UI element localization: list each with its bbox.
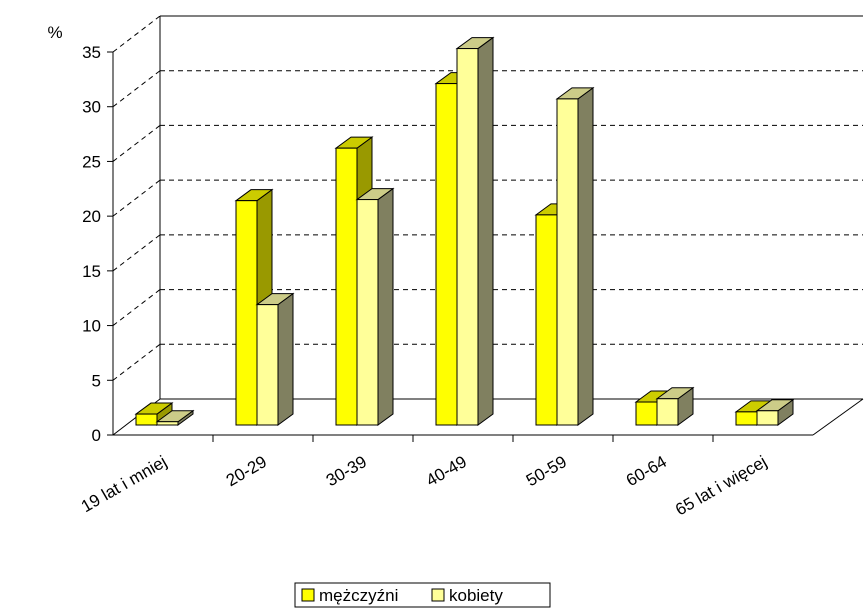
y-tick-label: 20 [82, 207, 101, 226]
legend-swatch [301, 588, 315, 602]
x-tick-label: 40-49 [423, 452, 470, 490]
legend-label: kobiety [449, 586, 503, 605]
x-tick-label: 19 lat i mniej [78, 452, 170, 516]
bar-front [535, 214, 558, 426]
bar-front [435, 83, 458, 426]
gridline-side [112, 343, 161, 381]
y-axis: 0 5 10 15 20 25 30 35 [82, 43, 114, 445]
bar [555, 86, 595, 426]
legend-swatch [431, 588, 445, 602]
y-tick-label: 25 [82, 152, 101, 171]
x-axis: 19 lat i mniej 20-29 30-39 40-49 50-59 60-64 6… [78, 434, 813, 519]
legend-box [294, 582, 551, 608]
floor-right-edge [812, 398, 864, 436]
legend: mężczyźni kobiety [294, 582, 551, 608]
bar-front [335, 147, 358, 426]
bar-front [556, 98, 579, 426]
bar-side [477, 36, 494, 426]
y-tick-label: 5 [92, 371, 101, 390]
bar [255, 292, 295, 426]
bar-front [135, 413, 158, 426]
bar [355, 187, 395, 426]
x-tick-label: 30-39 [323, 452, 370, 490]
bar [655, 386, 695, 426]
x-tick-label: 20-29 [223, 452, 270, 490]
x-tick-label: 50-59 [523, 452, 570, 490]
bar-front [735, 411, 758, 426]
y-tick-label: 30 [82, 98, 101, 117]
bar [155, 409, 195, 426]
bar-front [156, 421, 179, 426]
y-tick-label: 10 [82, 317, 101, 336]
bar-side [577, 86, 594, 426]
gridline-side [112, 289, 161, 326]
y-tick-label: 0 [92, 426, 101, 445]
gridline-side [112, 125, 161, 162]
bars [134, 36, 795, 426]
gridline-side [112, 234, 161, 272]
x-tick-label: 65 lat i więcej [672, 452, 770, 519]
bar-front [756, 410, 779, 426]
bar-front [456, 48, 479, 426]
y-tick-label: 15 [82, 262, 101, 281]
x-tick-label: 60-64 [623, 452, 670, 490]
bar-front [256, 304, 279, 426]
bar-front [656, 398, 679, 426]
bar-front [635, 401, 658, 426]
y-tick-label: 35 [82, 43, 101, 62]
bar [755, 398, 795, 426]
bar [455, 36, 495, 426]
bar-side [277, 292, 294, 426]
gridline-side [112, 15, 161, 53]
gridline-side [112, 179, 161, 217]
gridline-side [112, 70, 161, 108]
bar-side [377, 187, 394, 426]
bar-front [235, 200, 258, 426]
gridlines [112, 15, 863, 381]
bar-front [356, 199, 379, 426]
y-axis-label: % [47, 23, 62, 42]
legend-label: mężczyźni [319, 586, 398, 605]
